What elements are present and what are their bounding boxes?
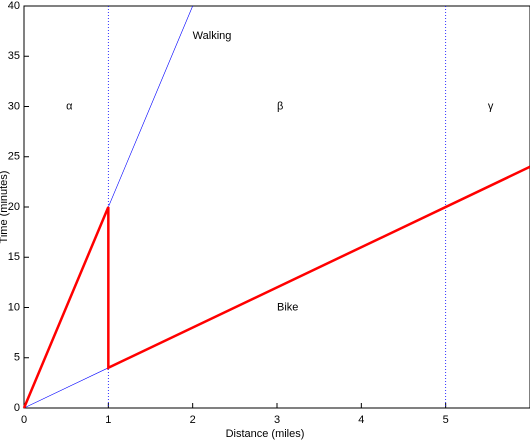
x-axis-label: Distance (miles) bbox=[226, 428, 305, 440]
annotation: γ bbox=[488, 100, 494, 112]
y-tick-label: 35 bbox=[8, 50, 20, 62]
annotation: Walking bbox=[193, 30, 232, 42]
y-tick-label: 25 bbox=[8, 151, 20, 163]
y-axis-label: Time (minutes) bbox=[0, 171, 10, 244]
y-tick-label: 15 bbox=[8, 251, 20, 263]
y-tick-label: 0 bbox=[14, 402, 20, 414]
y-tick-label: 5 bbox=[14, 352, 20, 364]
x-tick-label: 3 bbox=[274, 414, 280, 426]
y-tick-label: 10 bbox=[8, 301, 20, 313]
annotation: Bike bbox=[277, 301, 298, 313]
annotation: α bbox=[66, 100, 73, 112]
x-tick-label: 4 bbox=[358, 414, 364, 426]
line-series bbox=[23, 367, 109, 409]
y-tick-label: 30 bbox=[8, 100, 20, 112]
x-tick-label: 1 bbox=[105, 414, 111, 426]
y-tick-label: 20 bbox=[8, 201, 20, 213]
y-tick-label: 40 bbox=[8, 0, 20, 12]
x-tick-label: 2 bbox=[190, 414, 196, 426]
plot-area bbox=[23, 5, 530, 409]
x-tick-label: 0 bbox=[21, 414, 27, 426]
annotation: β bbox=[277, 100, 283, 112]
x-tick-label: 5 bbox=[443, 414, 449, 426]
line-series bbox=[22, 165, 530, 409]
